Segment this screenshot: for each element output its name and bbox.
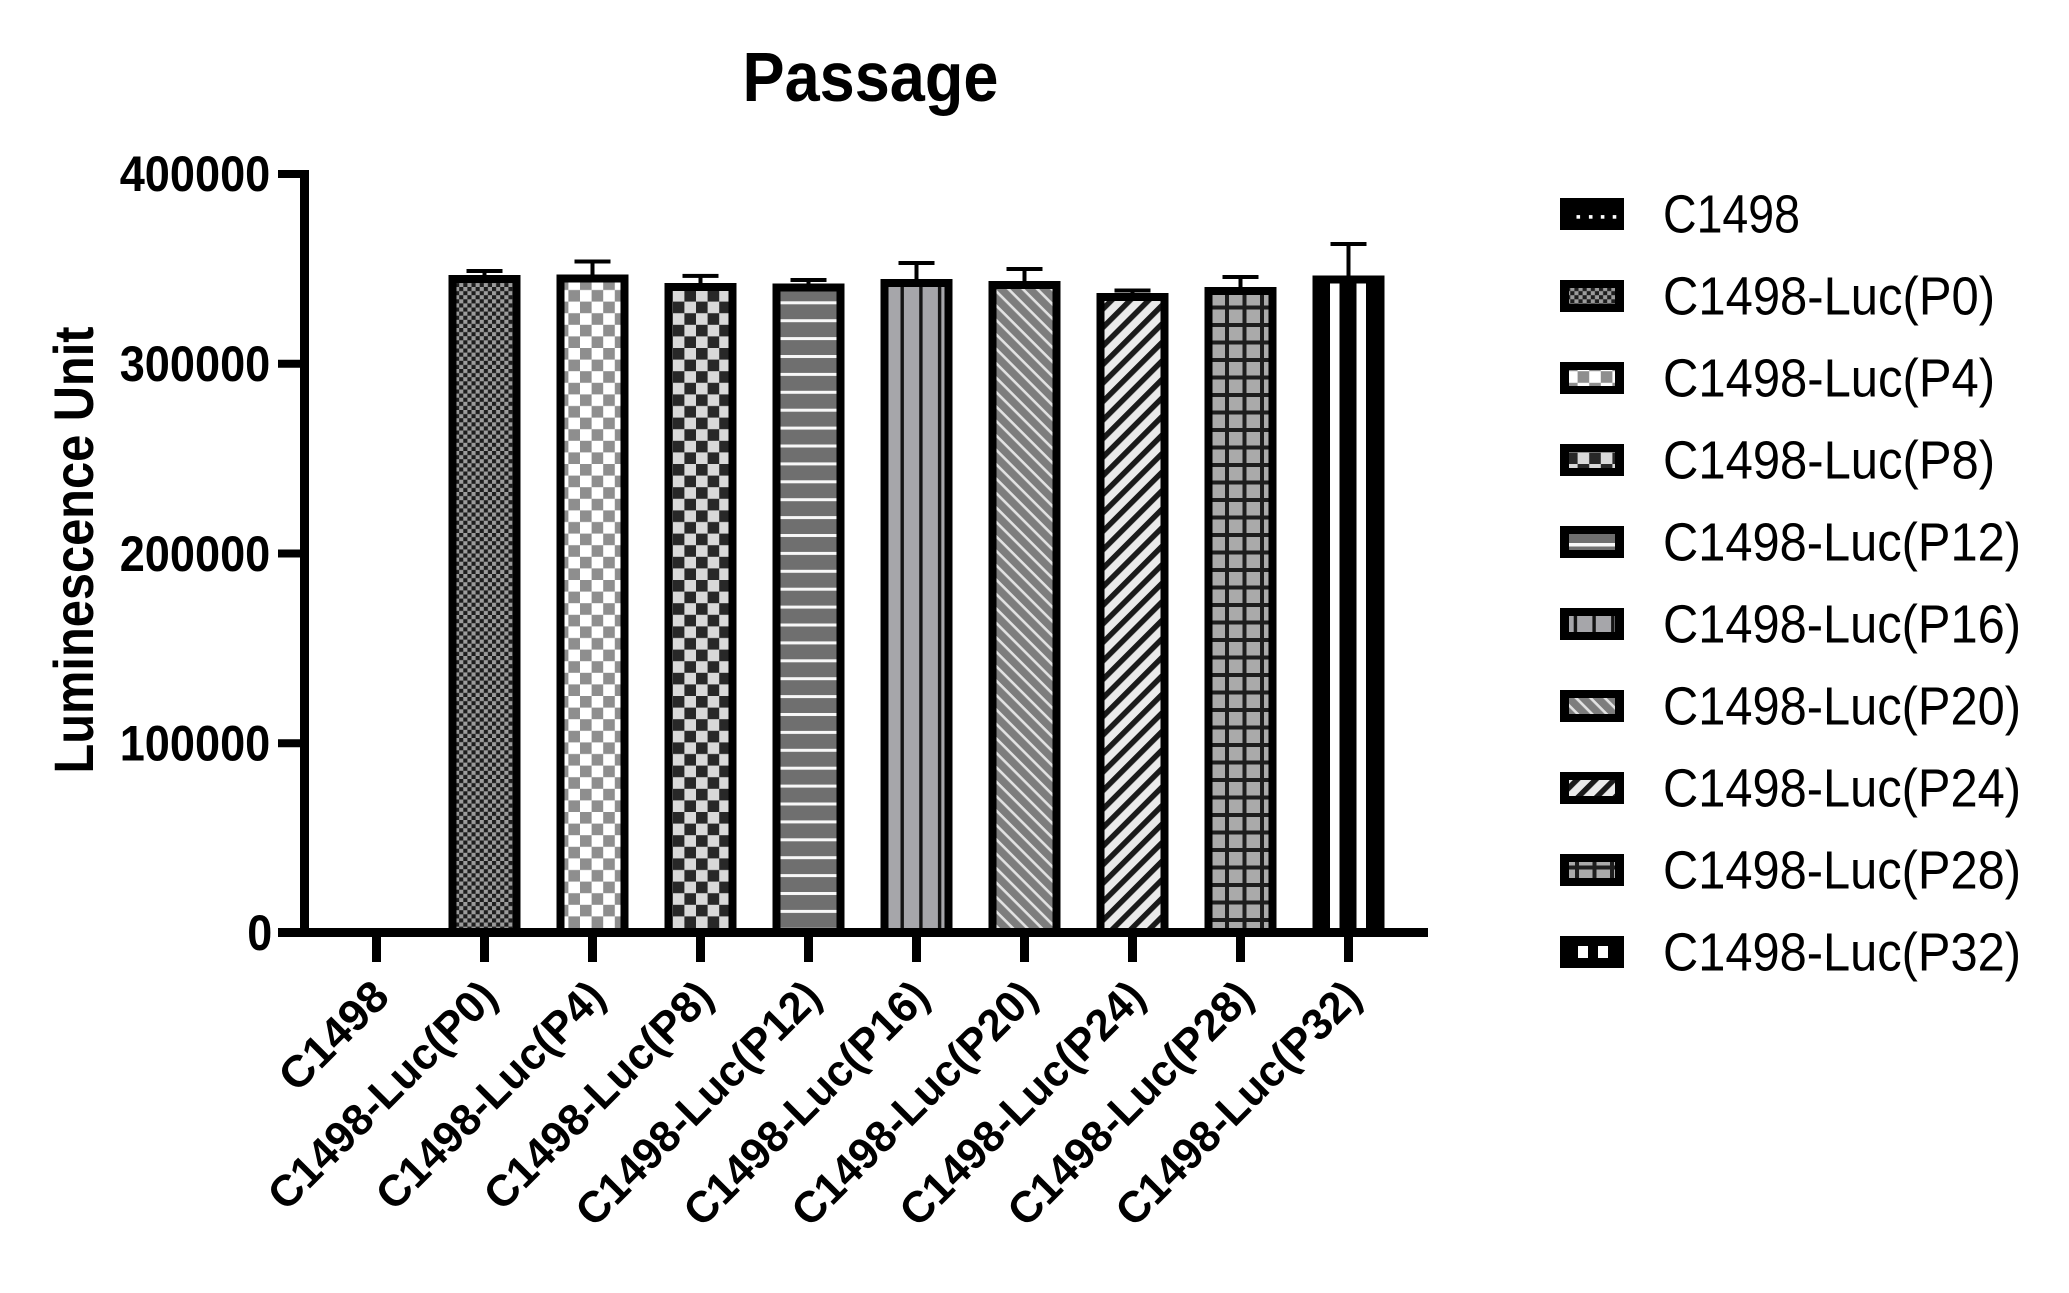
svg-text:C1498-Luc(P28): C1498-Luc(P28) (1663, 840, 2021, 900)
svg-text:C1498-Luc(P0): C1498-Luc(P0) (1663, 266, 1995, 326)
svg-text:0: 0 (247, 905, 272, 961)
svg-text:C1498-Luc(P20): C1498-Luc(P20) (1663, 676, 2021, 736)
svg-text:C1498-Luc(P16): C1498-Luc(P16) (1663, 594, 2021, 654)
svg-text:C1498-Luc(P32): C1498-Luc(P32) (1663, 922, 2021, 982)
svg-text:Passage: Passage (743, 38, 999, 116)
svg-text:200000: 200000 (120, 526, 271, 582)
svg-text:400000: 400000 (120, 146, 271, 202)
svg-text:C1498-Luc(P8): C1498-Luc(P8) (1663, 430, 1995, 490)
svg-text:300000: 300000 (120, 336, 271, 392)
svg-text:100000: 100000 (120, 716, 271, 772)
svg-text:C1498-Luc(P12): C1498-Luc(P12) (1663, 512, 2021, 572)
svg-text:C1498-Luc(P24): C1498-Luc(P24) (1663, 758, 2021, 818)
svg-text:Luminescence Unit: Luminescence Unit (42, 327, 105, 774)
svg-text:C1498-Luc(P4): C1498-Luc(P4) (1663, 348, 1995, 408)
svg-text:C1498: C1498 (1663, 184, 1800, 244)
